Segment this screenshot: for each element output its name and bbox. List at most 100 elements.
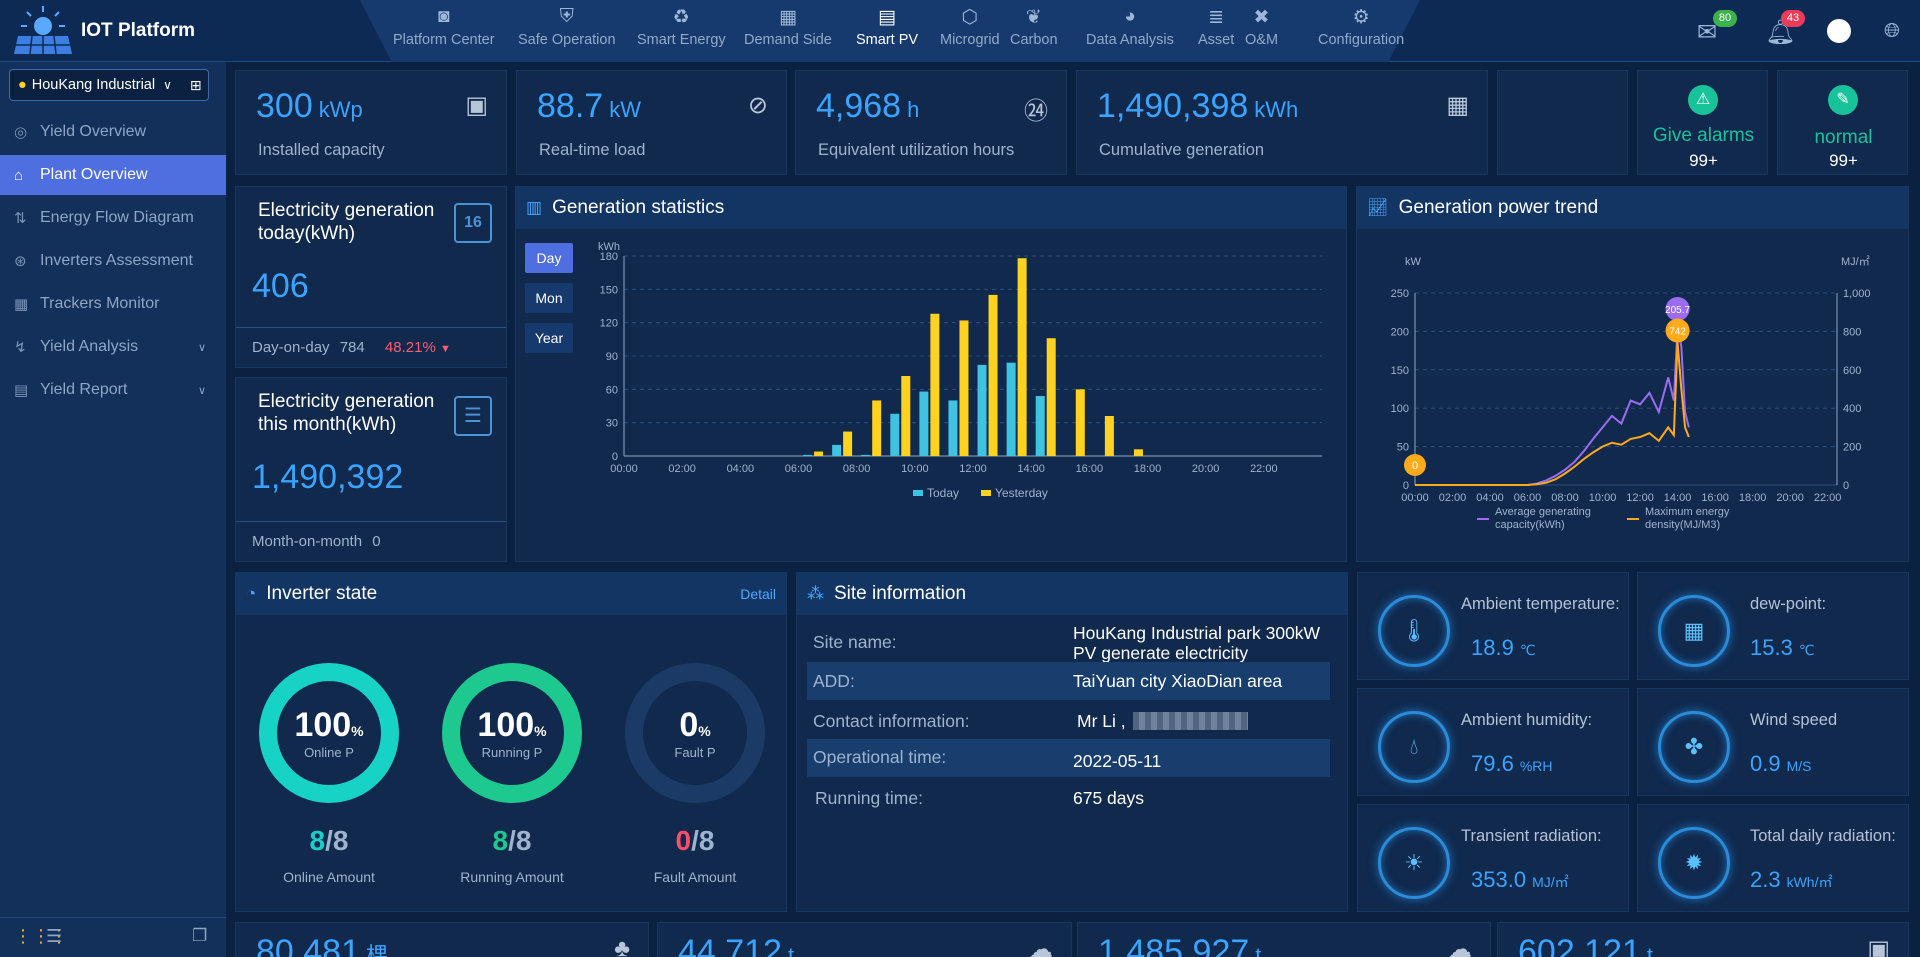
nav-item-platform-center[interactable]: ◙ Platform Center bbox=[393, 6, 495, 48]
alarms-card[interactable]: ⚠ Give alarms 99+ bbox=[1637, 70, 1768, 175]
nav-item-safe-operation[interactable]: ⛨ Safe Operation bbox=[518, 6, 616, 48]
notification-button[interactable]: 🔔︎ 43 bbox=[1765, 10, 1805, 47]
grid-switch-icon[interactable]: ⊞ bbox=[189, 76, 202, 93]
sidebar-item-inverters-assessment[interactable]: ⊛ Inverters Assessment bbox=[0, 241, 226, 281]
nav-item-demand-side[interactable]: ▦ Demand Side bbox=[744, 6, 832, 48]
kpi-unit: h bbox=[907, 97, 920, 122]
sidebar-item-label: Energy Flow Diagram bbox=[40, 209, 194, 226]
top-bar: IOT Platform ✉ 80 🔔︎ 43 🌐︎ ◙ Platform Cen… bbox=[0, 0, 1920, 62]
legend-label: density(MJ/M3) bbox=[1645, 519, 1720, 531]
x-tick-label: 02:00 bbox=[1439, 492, 1467, 504]
percent-sign: % bbox=[698, 723, 711, 739]
nav-item-microgrid[interactable]: ⬡ Microgrid bbox=[940, 6, 1000, 48]
nav-item-smart-energy[interactable]: ♻ Smart Energy bbox=[637, 6, 726, 48]
calendar-icon: 16 bbox=[454, 203, 492, 243]
nav-item-label: Smart Energy bbox=[637, 32, 726, 48]
tab-mon[interactable]: Mon bbox=[525, 283, 573, 313]
environment-icon-ring: ✹ bbox=[1658, 827, 1730, 899]
today-title: Electricity generation today(kWh) bbox=[258, 200, 435, 244]
y-tick-label-right: 1,000 bbox=[1843, 288, 1871, 300]
sidebar-item-label: Inverters Assessment bbox=[40, 252, 193, 269]
tab-day[interactable]: Day bbox=[525, 243, 573, 273]
bottom-stat-value-line: 602,121 t bbox=[1518, 933, 1653, 957]
today-generation-card: Electricity generation today(kWh) 16 406… bbox=[235, 186, 507, 368]
y-tick-label-left: 200 bbox=[1391, 326, 1409, 338]
inverter-count-value: 0 bbox=[675, 825, 692, 856]
x-tick-label: 00:00 bbox=[1401, 492, 1429, 504]
menu-list-icon[interactable]: ☰ bbox=[46, 926, 63, 946]
environment-label: Ambient humidity: bbox=[1461, 711, 1593, 729]
language-icon[interactable]: 🌐︎ bbox=[1884, 20, 1900, 42]
bar-yesterday bbox=[959, 320, 969, 456]
nav-item-label: Data Analysis bbox=[1086, 32, 1174, 48]
donut-center: 0% Fault P bbox=[643, 681, 747, 785]
sidebar-item-energy-flow-diagram[interactable]: ⇅ Energy Flow Diagram bbox=[0, 198, 226, 238]
start-marker bbox=[1404, 454, 1426, 476]
nav-item-o-m[interactable]: ✖ O&M bbox=[1245, 6, 1278, 48]
donut-center: 100% Online P bbox=[277, 681, 381, 785]
pulse-icon: ⊘ bbox=[747, 92, 768, 119]
donut-percent-value: 100 bbox=[294, 706, 352, 744]
environment-icon-ring: ▦ bbox=[1658, 595, 1730, 667]
nav-item-smart-pv[interactable]: ▤ Smart PV bbox=[856, 6, 918, 48]
nav-item-carbon[interactable]: ❦ Carbon bbox=[1010, 6, 1058, 48]
detail-link[interactable]: Detail bbox=[740, 586, 776, 602]
x-tick-label: 16:00 bbox=[1701, 492, 1729, 504]
site-row: Running time: 675 days bbox=[807, 778, 1330, 816]
y-tick-label-left: 100 bbox=[1391, 403, 1409, 415]
sidebar-item-trackers-monitor[interactable]: ▦ Trackers Monitor bbox=[0, 284, 226, 324]
plant-selector[interactable]: ● HouKang Industrial ∨ ⊞ bbox=[9, 69, 209, 101]
nav-item-asset[interactable]: ≣ Asset bbox=[1198, 6, 1234, 48]
nav-item-configuration[interactable]: ⚙ Configuration bbox=[1318, 6, 1404, 48]
x-tick-label: 18:00 bbox=[1739, 492, 1767, 504]
sidebar-item-yield-overview[interactable]: ◎ Yield Overview bbox=[0, 112, 226, 152]
x-tick-label: 14:00 bbox=[1664, 492, 1692, 504]
nav-item-label: Carbon bbox=[1010, 32, 1058, 48]
apps-grid-icon[interactable]: ⋮⋮⋮ bbox=[14, 926, 68, 946]
bar-yesterday bbox=[930, 313, 940, 456]
sidebar-item-yield-report[interactable]: ▤ Yield Report ∨ bbox=[0, 370, 226, 410]
sidebar-item-yield-analysis[interactable]: ↯ Yield Analysis ∨ bbox=[0, 327, 226, 367]
peak-marker bbox=[1665, 318, 1690, 343]
site-row: ADD: TaiYuan city XiaoDian area bbox=[807, 662, 1330, 700]
nav-item-label: O&M bbox=[1245, 32, 1279, 48]
environment-value: 15.3 bbox=[1750, 635, 1793, 660]
y-tick-label: 0 bbox=[612, 451, 618, 463]
location-pin-icon: ● bbox=[18, 77, 27, 93]
collapse-icon[interactable]: ❐ bbox=[192, 926, 208, 945]
normal-label: normal bbox=[1814, 127, 1873, 148]
site-row-value: 2022-05-11 bbox=[1073, 751, 1162, 771]
generation-statistics-title: Generation statistics bbox=[552, 197, 725, 218]
y-tick-label: 180 bbox=[600, 251, 618, 263]
environment-label: Total daily radiation: bbox=[1750, 827, 1896, 845]
normal-card[interactable]: ✎ normal 99+ bbox=[1777, 70, 1908, 175]
environment-value: 79.6 bbox=[1471, 751, 1514, 776]
environment-unit: M/S bbox=[1786, 758, 1812, 774]
sun-burst-icon: ✹ bbox=[1684, 850, 1704, 875]
sun-icon: ☀ bbox=[1404, 850, 1424, 875]
bottom-stat-icon: ♣ bbox=[614, 935, 630, 957]
nav-item-label: Smart PV bbox=[856, 32, 919, 48]
sidebar-item-plant-overview[interactable]: ⌂ Plant Overview bbox=[0, 155, 226, 195]
legend-label: Today bbox=[927, 486, 959, 500]
environment-value: 18.9 bbox=[1471, 635, 1514, 660]
kpi-label: Installed capacity bbox=[258, 141, 385, 159]
month-value: 1,490,392 bbox=[252, 458, 404, 496]
x-tick-label: 22:00 bbox=[1814, 492, 1842, 504]
kpi-value-line: 300 kWp bbox=[256, 87, 363, 126]
nav-item-data-analysis[interactable]: ◕ Data Analysis bbox=[1086, 6, 1174, 48]
month-on-month-value: 0 bbox=[372, 533, 381, 550]
tab-year[interactable]: Year bbox=[525, 323, 573, 353]
bar-today bbox=[1035, 396, 1045, 456]
site-information-header: ⁂ Site information bbox=[797, 573, 1347, 615]
bar-today bbox=[861, 454, 871, 456]
generation-statistics-header: ▥ Generation statistics bbox=[516, 187, 1346, 229]
battery-icon: ▣ bbox=[465, 92, 488, 119]
avatar[interactable] bbox=[1827, 19, 1851, 43]
right-axis-unit: MJ/㎡ bbox=[1841, 255, 1870, 268]
power-trend-header: 📈︎ Generation power trend bbox=[1357, 187, 1908, 229]
kpi-card: 1,490,398 kWh Cumulative generation ▦ bbox=[1076, 70, 1488, 175]
kpi-value-line: 88.7 kW bbox=[537, 87, 641, 126]
fan-icon: ✤ bbox=[1684, 734, 1704, 759]
mail-button[interactable]: ✉ 80 bbox=[1697, 10, 1737, 47]
